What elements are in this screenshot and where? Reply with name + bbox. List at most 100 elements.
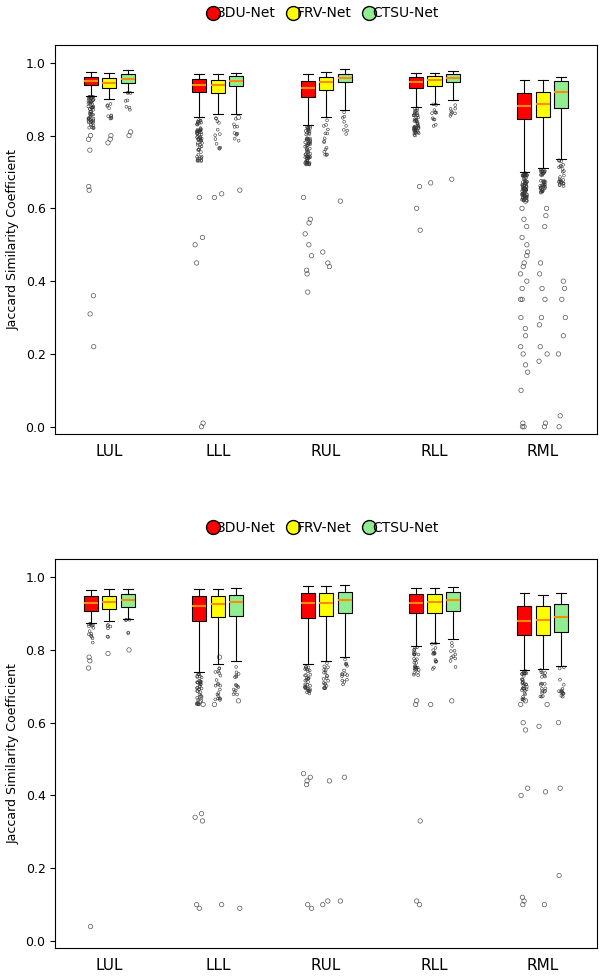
Point	[518, 183, 527, 199]
Point	[450, 643, 460, 659]
Point	[519, 180, 528, 196]
Point	[519, 180, 529, 196]
Point	[196, 115, 206, 130]
Point	[196, 689, 205, 705]
FancyBboxPatch shape	[518, 93, 532, 120]
Point	[537, 164, 547, 179]
Point	[304, 125, 313, 141]
Point	[196, 144, 206, 160]
Point	[196, 113, 205, 128]
Point	[303, 137, 312, 153]
Point	[192, 697, 202, 712]
Point	[518, 672, 528, 688]
Point	[522, 273, 532, 289]
Point	[196, 121, 205, 136]
Point	[88, 115, 98, 130]
Point	[88, 100, 98, 116]
Point	[195, 132, 205, 148]
Point	[88, 617, 98, 633]
Point	[87, 114, 97, 129]
Point	[451, 660, 460, 675]
Point	[542, 346, 552, 362]
Point	[305, 155, 315, 171]
Point	[410, 107, 419, 122]
Point	[193, 683, 202, 699]
Point	[521, 193, 531, 209]
Point	[410, 647, 419, 662]
Point	[518, 678, 528, 694]
Point	[88, 89, 98, 105]
Point	[301, 659, 311, 674]
Point	[518, 168, 528, 183]
Point	[518, 180, 528, 196]
Point	[554, 661, 564, 676]
Point	[411, 660, 420, 675]
Point	[414, 120, 423, 135]
Point	[320, 680, 329, 696]
Point	[304, 157, 314, 172]
Point	[428, 662, 437, 677]
Point	[300, 672, 310, 688]
Point	[413, 100, 422, 116]
FancyBboxPatch shape	[554, 81, 568, 108]
Point	[518, 897, 528, 912]
Point	[519, 171, 528, 186]
Point	[84, 661, 94, 676]
FancyBboxPatch shape	[518, 607, 532, 635]
Point	[192, 126, 202, 142]
Point	[197, 149, 207, 165]
Point	[556, 174, 566, 190]
Point	[517, 666, 527, 682]
Point	[216, 140, 225, 156]
Point	[195, 668, 205, 684]
Point	[556, 172, 565, 188]
Point	[536, 185, 545, 201]
Point	[322, 668, 332, 684]
Point	[339, 769, 349, 785]
Point	[197, 669, 207, 685]
Point	[411, 104, 421, 120]
Point	[554, 176, 564, 192]
Point	[306, 149, 315, 165]
Point	[194, 189, 204, 205]
Point	[302, 130, 312, 146]
Point	[411, 122, 420, 137]
Point	[215, 691, 225, 707]
Point	[413, 116, 423, 131]
Point	[320, 662, 329, 677]
Point	[104, 100, 114, 116]
Point	[519, 255, 529, 270]
Point	[302, 773, 312, 789]
Point	[196, 122, 205, 137]
Point	[410, 127, 419, 143]
Point	[88, 99, 98, 115]
Point	[410, 125, 419, 141]
Point	[411, 112, 421, 127]
Point	[196, 124, 206, 140]
Point	[429, 112, 439, 127]
Point	[556, 684, 565, 700]
Point	[194, 697, 204, 712]
Point	[431, 636, 440, 652]
Point	[429, 660, 439, 675]
Point	[230, 125, 239, 141]
Point	[85, 104, 95, 120]
Point	[414, 125, 423, 141]
Point	[303, 683, 313, 699]
Point	[413, 664, 423, 680]
Point	[304, 670, 313, 686]
Point	[519, 177, 528, 193]
Point	[196, 150, 206, 166]
Point	[451, 647, 460, 662]
Point	[231, 682, 240, 698]
FancyBboxPatch shape	[301, 594, 315, 617]
Point	[301, 146, 311, 162]
Point	[86, 112, 95, 127]
Point	[193, 135, 203, 151]
Point	[234, 693, 243, 709]
Point	[301, 667, 311, 683]
Point	[198, 697, 208, 712]
Point	[303, 677, 312, 693]
Point	[540, 180, 550, 196]
Point	[213, 676, 223, 692]
